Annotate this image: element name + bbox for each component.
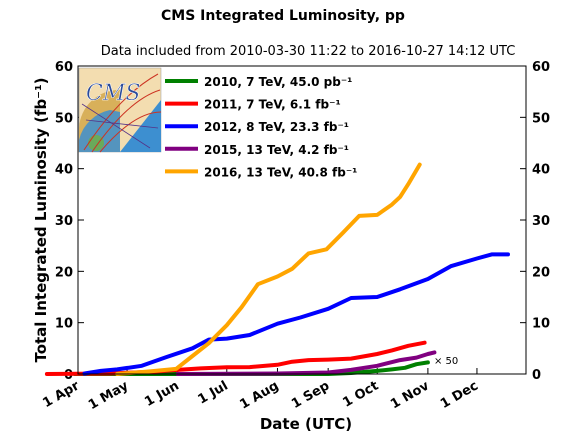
- x-tick-label: 1 Jun: [142, 378, 181, 409]
- y-tick-label: 40: [55, 163, 73, 178]
- series-line-3: [175, 350, 437, 376]
- legend-entry-3: 2015, 13 TeV, 4.2 fb⁻¹: [204, 143, 349, 157]
- y-tick-label-right: 0: [532, 368, 541, 383]
- chart-title: CMS Integrated Luminosity, pp: [161, 8, 405, 24]
- x-tick-label: 1 Aug: [237, 378, 281, 412]
- x-tick-label: 1 May: [86, 378, 132, 413]
- y-tick-label-right: 40: [532, 163, 550, 178]
- y-tick-label: 50: [55, 111, 73, 126]
- legend-entry-0: 2010, 7 TeV, 45.0 pb⁻¹: [204, 75, 352, 89]
- scale-annotation: × 50: [434, 356, 458, 367]
- svg-text:CMS: CMS: [86, 81, 140, 106]
- chart-subtitle: Data included from 2010-03-30 11:22 to 2…: [101, 44, 516, 59]
- y-tick-label-right: 10: [532, 317, 550, 332]
- x-tick-label: 1 Dec: [438, 378, 481, 411]
- y-tick-label-right: 20: [532, 265, 550, 280]
- y-tick-label: 20: [55, 265, 73, 280]
- legend-entry-2: 2012, 8 TeV, 23.3 fb⁻¹: [204, 120, 349, 134]
- legend-entry-1: 2011, 7 TeV, 6.1 fb⁻¹: [204, 98, 341, 112]
- y-tick-label: 60: [55, 60, 73, 75]
- series-line-2: [82, 252, 510, 376]
- series-line-4: [115, 162, 422, 376]
- x-tick-label: 1 Sep: [289, 378, 332, 412]
- y-tick-label-right: 30: [532, 214, 550, 229]
- x-axis-label: Date (UTC): [260, 415, 352, 433]
- legend-entry-4: 2016, 13 TeV, 40.8 fb⁻¹: [204, 165, 357, 179]
- legend: 2010, 7 TeV, 45.0 pb⁻¹ 2011, 7 TeV, 6.1 f…: [165, 75, 357, 179]
- x-tick-label: 1 Apr: [40, 378, 82, 411]
- y-axis-label: Total Integrated Luminosity (fb⁻¹): [32, 77, 50, 362]
- cms-logo: CMS: [78, 67, 162, 153]
- y-tick-label: 30: [55, 214, 73, 229]
- y-tick-label-right: 50: [532, 111, 550, 126]
- x-tick-label: 1 Oct: [340, 378, 381, 410]
- y-tick-label: 10: [55, 317, 73, 332]
- x-tick-label: 1 Nov: [388, 378, 432, 412]
- y-tick-label-right: 60: [532, 60, 550, 75]
- x-tick-label: 1 Jul: [195, 378, 230, 407]
- plot-frame: [77, 65, 527, 375]
